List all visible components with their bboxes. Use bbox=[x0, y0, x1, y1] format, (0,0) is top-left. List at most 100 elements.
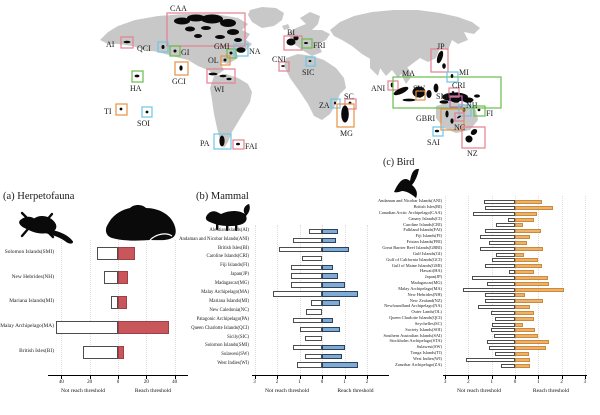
island-silhouette-HA bbox=[134, 74, 140, 78]
island-silhouette-CAA bbox=[194, 34, 202, 38]
map-region-box-MG bbox=[336, 103, 355, 128]
bar-not-reach bbox=[292, 317, 322, 324]
bar-not-reach bbox=[290, 273, 322, 279]
gridline bbox=[254, 225, 256, 375]
x-axis bbox=[443, 375, 587, 376]
bar-reach bbox=[515, 293, 526, 298]
map-region-label-HA: HA bbox=[130, 84, 142, 93]
category-label: Sulawesi(SW) bbox=[416, 344, 442, 350]
map-region-label-GCI: GCI bbox=[172, 77, 186, 86]
category-label: Mariana Islands(MI) bbox=[9, 298, 54, 305]
bar-not-reach bbox=[299, 326, 322, 333]
map-region-label-FAI: FAI bbox=[245, 142, 258, 151]
island-silhouette-CAA bbox=[220, 19, 236, 27]
bar-reach bbox=[322, 237, 336, 244]
bar-not-reach bbox=[55, 321, 118, 335]
category-label: Caroline Islands(CRI) bbox=[403, 221, 442, 227]
bar-reach bbox=[515, 281, 549, 286]
bar-not-reach bbox=[110, 296, 118, 310]
category-label: Outer Lands(OL) bbox=[411, 309, 442, 315]
category-label: Malay Archipelago(MA) bbox=[201, 290, 249, 296]
category-label: Queen Charlotte Islands(QCI) bbox=[389, 315, 442, 321]
map-region-label-NA: NA bbox=[249, 47, 261, 56]
bar-reach bbox=[515, 334, 539, 339]
map-region-box-SIC bbox=[305, 56, 316, 67]
bar-not-reach bbox=[310, 300, 322, 306]
bar-not-reach bbox=[490, 310, 515, 315]
axis-tick-label: 20 bbox=[87, 380, 93, 385]
island-silhouette-ZA bbox=[334, 101, 336, 105]
category-label: Gulf of California Islands(GCI) bbox=[386, 256, 442, 262]
bar-reach bbox=[515, 299, 543, 304]
axis-tick bbox=[584, 376, 586, 379]
map-region-box-AI bbox=[120, 36, 134, 49]
map-region-box-FI bbox=[473, 105, 486, 117]
island-silhouette-CAA bbox=[227, 29, 239, 35]
category-label: Gulf of Maine Islands(GMI) bbox=[391, 262, 442, 268]
gridline bbox=[584, 196, 586, 375]
map-region-box-CRI bbox=[448, 87, 460, 98]
bar-not-reach bbox=[290, 282, 322, 288]
continent-asia bbox=[330, 10, 480, 78]
bar-reach bbox=[515, 340, 549, 345]
category-label: Malay Archipelago(MA) bbox=[398, 285, 442, 291]
category-label: West Indies(WI) bbox=[217, 361, 249, 367]
island-silhouette-CAA bbox=[234, 38, 242, 42]
island-silhouette-SIC bbox=[308, 60, 312, 62]
island-silhouette-MA bbox=[439, 100, 449, 104]
bar-not-reach bbox=[96, 246, 118, 260]
bar-not-reach bbox=[495, 351, 515, 356]
island-silhouette-WI bbox=[208, 72, 218, 76]
bar-reach bbox=[515, 322, 524, 327]
axis-tick bbox=[367, 376, 368, 379]
panel-c-title: (c) Bird bbox=[383, 157, 415, 168]
category-label: Society Islands(SOI) bbox=[405, 326, 442, 332]
map-region-label-MI: MI bbox=[459, 68, 469, 77]
bar-reach bbox=[515, 264, 542, 269]
bar-reach bbox=[118, 296, 127, 310]
bar-not-reach bbox=[308, 228, 322, 235]
weasel-icon bbox=[205, 204, 250, 231]
bar-not-reach bbox=[491, 322, 515, 327]
map-region-label-CAA: CAA bbox=[170, 4, 187, 13]
axis-tick-label: 1 bbox=[343, 380, 346, 385]
category-label: Sulawesi(SW) bbox=[221, 352, 249, 358]
bar-reach bbox=[322, 282, 345, 288]
bar-reach bbox=[515, 211, 538, 216]
bar-reach bbox=[118, 321, 169, 335]
map-region-box-NZ bbox=[461, 126, 486, 149]
bar-reach bbox=[322, 246, 349, 253]
bar-reach bbox=[515, 363, 531, 368]
map-region-label-CRI: CRI bbox=[452, 81, 466, 90]
bar-reach bbox=[515, 287, 564, 292]
bar-reach bbox=[515, 357, 531, 362]
bar-not-reach bbox=[480, 246, 515, 251]
category-label: Seychelles(SC) bbox=[414, 320, 442, 326]
category-label: Tonga Islands(TI) bbox=[410, 350, 442, 356]
bar-reach bbox=[515, 316, 534, 321]
bar-reach bbox=[118, 246, 135, 260]
map-region-box-SW bbox=[415, 90, 426, 101]
bar-reach bbox=[118, 346, 124, 360]
bar-not-reach bbox=[484, 299, 515, 304]
axis-tick bbox=[299, 376, 301, 379]
bar-not-reach bbox=[272, 291, 322, 297]
category-label: Southern Australian Islands(SAI) bbox=[383, 332, 442, 338]
bar-not-reach bbox=[483, 200, 515, 204]
bar-reach bbox=[322, 300, 340, 306]
axis-tick-label: 2 bbox=[560, 380, 563, 385]
gridline bbox=[277, 225, 278, 375]
axis-tick-label: 2 bbox=[275, 380, 279, 385]
axis-tick bbox=[561, 376, 563, 379]
category-label: Hawaii(HA) bbox=[420, 268, 442, 274]
axis-tick-label: 40 bbox=[58, 380, 64, 385]
map-region-label-NH: NH bbox=[466, 101, 478, 110]
island-silhouette-FRI bbox=[304, 42, 308, 44]
map-region-box-FAI bbox=[232, 139, 245, 150]
axis-direction-label-left: Not reach threshold bbox=[264, 388, 310, 394]
axis-direction-label-left: Not reach threshold bbox=[456, 388, 502, 394]
bar-not-reach bbox=[496, 252, 515, 257]
bar-reach bbox=[322, 326, 340, 333]
